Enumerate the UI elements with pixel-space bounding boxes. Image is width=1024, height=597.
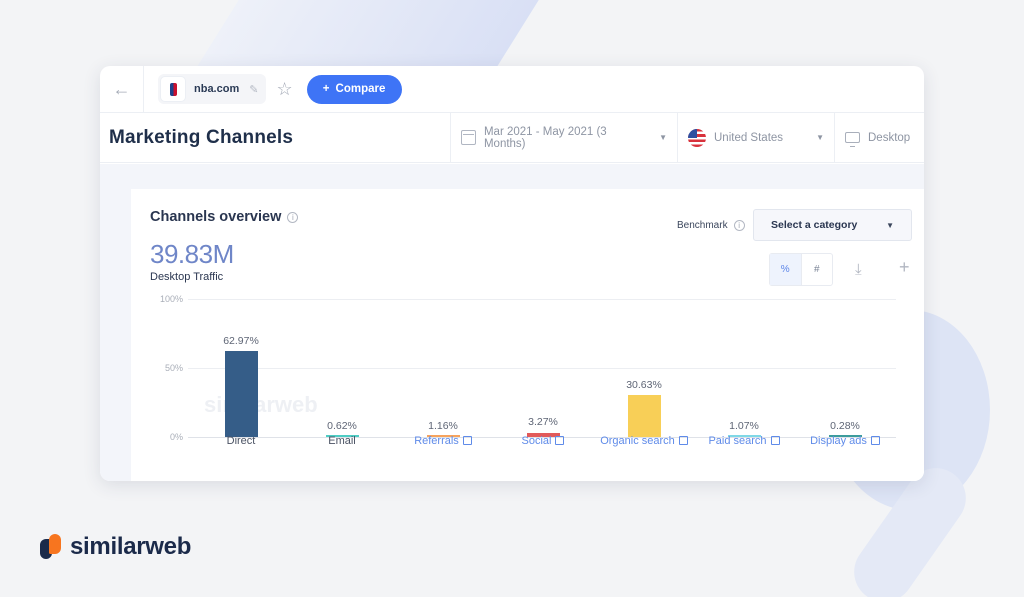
page-title: Marketing Channels bbox=[109, 126, 294, 148]
bar-category: Social bbox=[521, 435, 552, 447]
display-ads-link[interactable]: Display ads bbox=[795, 435, 895, 447]
percent-toggle[interactable]: % bbox=[770, 254, 802, 285]
bar-value: 30.63% bbox=[626, 379, 662, 391]
bar-value: 0.62% bbox=[327, 420, 357, 432]
social-link[interactable]: Social bbox=[493, 435, 593, 447]
device-select[interactable]: Desktop bbox=[834, 112, 924, 163]
chevron-down-icon: ▼ bbox=[816, 133, 824, 142]
compare-button[interactable]: + Compare bbox=[306, 74, 402, 104]
bar-fill bbox=[829, 435, 862, 437]
country-select[interactable]: United States ▼ bbox=[677, 112, 834, 163]
back-button[interactable]: ← bbox=[100, 66, 144, 113]
bar-value: 3.27% bbox=[528, 416, 558, 428]
chevron-down-icon: ▼ bbox=[659, 133, 667, 142]
bar-category: Referrals bbox=[414, 435, 459, 447]
bar-category: Paid search bbox=[708, 435, 767, 447]
channels-overview-card: Channels overview i 39.83M Desktop Traffi… bbox=[131, 189, 924, 481]
device-value: Desktop bbox=[868, 131, 911, 144]
y-tick: 100% bbox=[159, 294, 183, 304]
bar-fill bbox=[427, 435, 460, 437]
date-range-value: Mar 2021 - May 2021 (3 Months) bbox=[483, 125, 607, 150]
number-toggle[interactable]: # bbox=[813, 264, 820, 275]
info-icon[interactable]: i bbox=[287, 211, 299, 223]
us-flag-icon bbox=[688, 128, 706, 147]
channels-bar-chart: 100% 50% 0% similarweb 62.97% Direct 0.6… bbox=[131, 289, 924, 481]
organic-search-link[interactable]: Organic search bbox=[594, 435, 694, 447]
external-link-icon bbox=[678, 436, 688, 445]
card-title-text: Channels overview bbox=[150, 209, 282, 225]
bar-category: Display ads bbox=[810, 435, 867, 447]
external-link-icon bbox=[462, 436, 472, 445]
similarweb-logo-icon bbox=[40, 534, 62, 560]
site-favicon bbox=[160, 76, 186, 102]
external-link-icon bbox=[870, 436, 880, 445]
watermark-logo: similarweb bbox=[204, 392, 318, 417]
bar-value: 1.16% bbox=[428, 420, 458, 432]
star-icon[interactable]: ☆ bbox=[276, 78, 293, 99]
axis-line bbox=[188, 437, 896, 438]
y-tick: 50% bbox=[164, 363, 183, 373]
pencil-icon[interactable]: ✎ bbox=[249, 83, 259, 96]
gridline bbox=[188, 299, 896, 300]
bar-value: 1.07% bbox=[729, 420, 759, 432]
nba-logo-icon bbox=[169, 82, 177, 96]
download-icon[interactable]: ⤓ bbox=[855, 261, 862, 278]
external-link-icon bbox=[770, 436, 780, 445]
bar-fill bbox=[527, 433, 560, 437]
y-tick: 0% bbox=[169, 432, 183, 442]
brand-name: similarweb bbox=[70, 533, 192, 560]
top-bar: ← nba.com ✎ ☆ + Compare bbox=[100, 66, 924, 113]
total-traffic-value: 39.83M bbox=[150, 239, 234, 269]
external-link-icon bbox=[555, 436, 565, 445]
benchmark-label: Benchmark i bbox=[677, 220, 745, 231]
info-icon[interactable]: i bbox=[733, 220, 745, 231]
benchmark-category-select[interactable]: Select a category ▼ bbox=[753, 209, 912, 241]
paid-search-link[interactable]: Paid search bbox=[694, 435, 794, 447]
title-bar: Marketing Channels Mar 2021 - May 2021 (… bbox=[100, 112, 924, 163]
bar-category: Direct bbox=[226, 435, 256, 447]
benchmark-select-value: Select a category bbox=[771, 219, 858, 231]
country-value: United States bbox=[714, 131, 784, 144]
plus-icon: + bbox=[322, 83, 330, 95]
arrow-left-icon: ← bbox=[112, 78, 131, 99]
bar-category: Organic search bbox=[600, 435, 675, 447]
brand-logo: similarweb bbox=[40, 533, 191, 561]
gridline bbox=[188, 368, 896, 369]
site-chip[interactable]: nba.com ✎ bbox=[158, 74, 267, 104]
app-window: ← nba.com ✎ ☆ + Compare Marketing Channe… bbox=[100, 66, 924, 481]
bar-fill bbox=[225, 351, 258, 437]
chevron-down-icon: ▼ bbox=[886, 220, 894, 230]
unit-toggle: % # bbox=[769, 253, 833, 286]
bar-fill bbox=[326, 435, 359, 437]
bar-value: 0.28% bbox=[830, 420, 860, 432]
bar-fill bbox=[728, 435, 761, 437]
desktop-icon bbox=[845, 132, 860, 147]
bar-value: 62.97% bbox=[223, 335, 259, 347]
add-icon[interactable]: + bbox=[899, 257, 910, 277]
site-name: nba.com bbox=[194, 83, 240, 95]
card-title: Channels overview i bbox=[150, 209, 299, 225]
content-area: Channels overview i 39.83M Desktop Traffi… bbox=[100, 164, 924, 481]
benchmark-text: Benchmark bbox=[677, 220, 728, 232]
date-range-picker[interactable]: Mar 2021 - May 2021 (3 Months) ▼ bbox=[450, 112, 677, 163]
compare-label: Compare bbox=[335, 83, 386, 95]
calendar-icon bbox=[461, 130, 476, 145]
referrals-link[interactable]: Referrals bbox=[393, 435, 493, 447]
bar-category: Email bbox=[328, 435, 356, 447]
total-traffic-label: Desktop Traffic bbox=[150, 271, 224, 283]
bar-fill bbox=[628, 395, 661, 437]
